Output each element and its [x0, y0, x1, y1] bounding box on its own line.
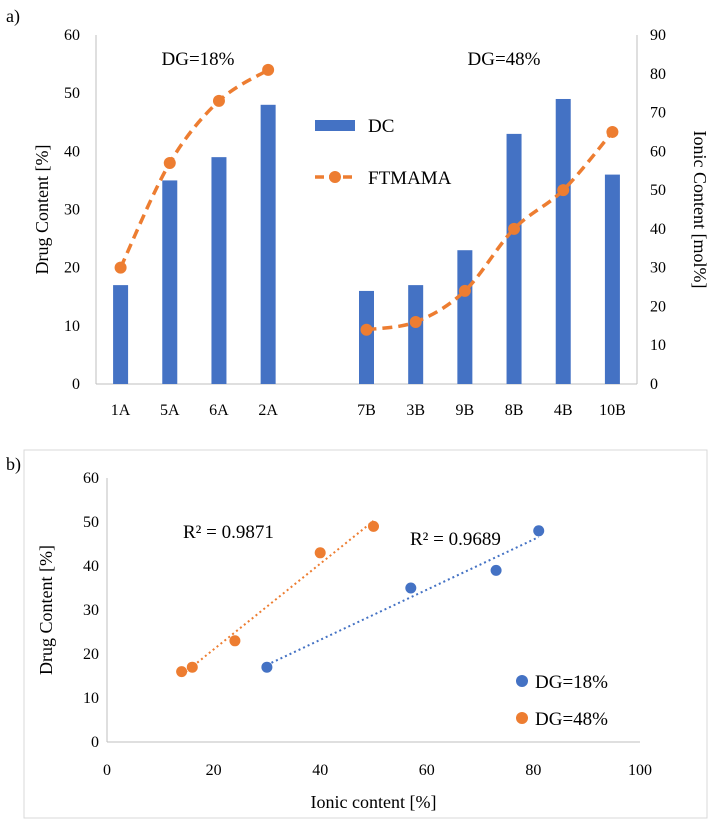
panel-a-x-tick: 10B: [599, 402, 626, 419]
line-ftmama: [119, 68, 270, 269]
panel-b-y-tick: 50: [83, 514, 99, 531]
line-ftmama: [366, 130, 614, 332]
legend-ftmama-label: FTMAMA: [368, 168, 452, 189]
bar-dc-8B: [506, 133, 522, 384]
scatter-point-dg48: [314, 547, 326, 559]
point-ftmama-8B: [508, 222, 521, 235]
panel-a-y2-tick: 40: [650, 221, 666, 238]
bar-dc-1A: [113, 285, 129, 384]
bar-dc-10B: [604, 174, 620, 384]
legend-dc-swatch: [315, 120, 355, 131]
bar-dc-4B: [555, 98, 571, 384]
panel-a-y-tick: 50: [64, 85, 80, 102]
bar-dc-9B: [457, 250, 473, 384]
scatter-point-dg18: [261, 661, 273, 673]
panel-b-x-tick: 60: [419, 762, 435, 779]
bar-dc-5A: [162, 180, 178, 384]
panel-a-y-tick: 40: [64, 143, 80, 160]
panel-a-y2-tick: 70: [650, 105, 666, 122]
panel-a-y2-tick: 90: [650, 27, 666, 44]
panel-a-y-title: Drug Content [%]: [32, 145, 52, 275]
panel-b-y-tick: 30: [83, 602, 99, 619]
panel-b-x-tick: 40: [312, 762, 328, 779]
panel-a-y2-tick: 30: [650, 260, 666, 277]
trendline-dg18: [266, 536, 540, 666]
panel-a-y-tick: 0: [72, 376, 80, 393]
legend-ftmama-marker: [329, 171, 341, 183]
legend-dg48-label: DG=48%: [535, 709, 608, 730]
scatter-point-dg48: [229, 635, 241, 647]
panel-b-y-tick: 60: [83, 470, 99, 487]
panel-b-y-title: Drug Content [%]: [36, 545, 56, 675]
panel-a-x-tick: 8B: [505, 402, 524, 419]
r2-label-dg18: R² = 0.9689: [410, 529, 501, 550]
panel-a-y-tick: 10: [64, 318, 80, 335]
panel-a-y2-tick: 0: [650, 376, 658, 393]
panel-a-label: a): [6, 6, 20, 27]
panel-b-y-tick: 20: [83, 646, 99, 663]
panel-a-x-tick: 7B: [357, 402, 376, 419]
bar-dc-6A: [211, 157, 227, 384]
legend-dg18-label: DG=18%: [535, 672, 608, 693]
panel-a-x-tick: 3B: [406, 402, 425, 419]
scatter-point-dg18: [405, 582, 417, 594]
legend-dg48-marker: [516, 712, 528, 724]
panel-a-x-tick: 9B: [456, 402, 475, 419]
panel-a-y2-tick: 60: [650, 143, 666, 160]
legend-dc-label: DC: [368, 116, 394, 137]
panel-b-y-tick: 10: [83, 690, 99, 707]
panel-b-y-tick: 0: [91, 734, 99, 751]
panel-b-frame: [23, 449, 708, 819]
panel-b-label: b): [6, 454, 21, 475]
panel-a-y2-tick: 10: [650, 337, 666, 354]
panel-b-x-tick: 20: [206, 762, 222, 779]
scatter-point-dg18: [490, 564, 502, 576]
panel-a-y2-tick: 80: [650, 66, 666, 83]
panel-b-x-tick: 0: [103, 762, 111, 779]
panel-a-y2-title: Ionic Content [mol%]: [690, 131, 710, 289]
panel-a-y2-tick: 20: [650, 298, 666, 315]
scatter-point-dg48: [176, 666, 188, 678]
point-ftmama-2A: [262, 63, 275, 76]
panel-a-y-tick: 60: [64, 27, 80, 44]
point-ftmama-9B: [458, 284, 471, 297]
scatter-point-dg18: [533, 525, 545, 537]
point-ftmama-3B: [409, 315, 422, 328]
point-ftmama-10B: [606, 125, 619, 138]
panel-b-y-tick: 40: [83, 558, 99, 575]
panel-a-y2-tick: 50: [650, 182, 666, 199]
panel-b-x-tick: 100: [628, 762, 652, 779]
point-ftmama-5A: [163, 156, 176, 169]
panel-a-x-tick: 4B: [554, 402, 573, 419]
trendline-dg48: [180, 520, 375, 676]
panel-a-y-tick: 30: [64, 202, 80, 219]
panel-a-x-tick: 5A: [160, 402, 180, 419]
panel-b-x-title: Ionic content [%]: [311, 792, 437, 812]
scatter-point-dg48: [186, 661, 198, 673]
r2-label-dg48: R² = 0.9871: [183, 522, 274, 543]
panel-a-x-tick: 2A: [258, 402, 278, 419]
annotation-dg18: DG=18%: [162, 49, 235, 70]
scatter-point-dg48: [368, 520, 379, 532]
point-ftmama-4B: [557, 184, 570, 197]
point-ftmama-1A: [114, 261, 127, 274]
bar-dc-3B: [408, 285, 424, 384]
annotation-dg48: DG=48%: [468, 49, 541, 70]
panel-a-x-tick: 1A: [111, 402, 131, 419]
bar-dc-2A: [260, 104, 276, 385]
panel-a-y-tick: 20: [64, 260, 80, 277]
panel-b-x-tick: 80: [525, 762, 541, 779]
point-ftmama-7B: [360, 323, 373, 336]
legend-dg18-marker: [516, 675, 528, 687]
panel-a-x-tick: 6A: [209, 402, 229, 419]
bar-dc-7B: [359, 290, 374, 384]
point-ftmama-6A: [212, 94, 225, 107]
